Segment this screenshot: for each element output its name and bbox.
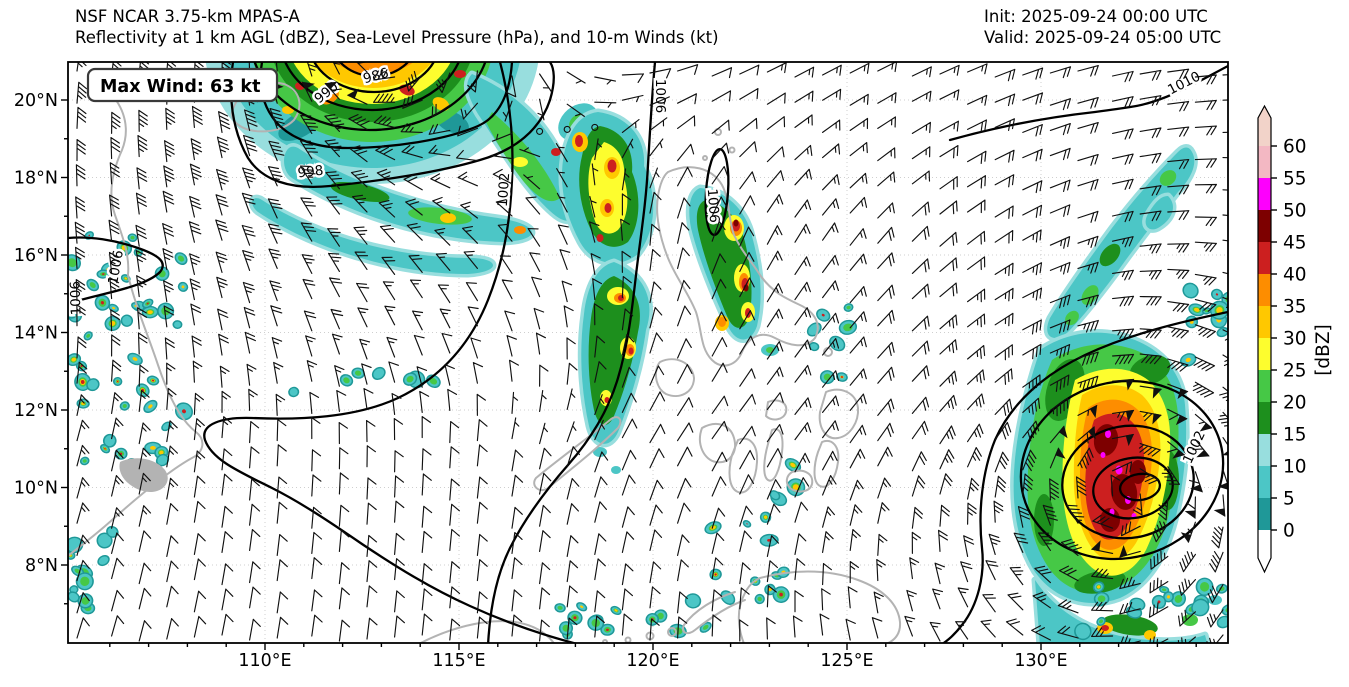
isobar-label: 998: [297, 163, 324, 182]
colorbar-tick-label: 55: [1283, 169, 1307, 190]
colorbar-bin: [1258, 210, 1271, 242]
axis-ticks: [61, 99, 1197, 650]
title-line-fields: Reflectivity at 1 km AGL (dBZ), Sea-Leve…: [75, 28, 719, 47]
colorbar-tick-label: 40: [1283, 265, 1307, 286]
x-tick-label: 115°E: [432, 651, 485, 671]
y-tick-label: 16°N: [14, 246, 58, 266]
slp-contours: [68, 62, 1228, 643]
colorbar-over-arrow: [1258, 106, 1271, 146]
axis-tick-labels: 110°E 115°E 120°E 125°E 130°E 20°N 18°N 16°N 14°…: [14, 91, 1068, 671]
max-wind-label: Max Wind: 63 kt: [100, 77, 260, 97]
y-tick-label: 12°N: [14, 401, 58, 421]
colorbar-tick-label: 10: [1283, 457, 1307, 478]
colorbar-tick-label: 0: [1283, 521, 1295, 542]
x-tick-label: 120°E: [626, 651, 679, 671]
typhoon-east-reflectivity: [1010, 144, 1222, 643]
colorbar-tick-label: 60: [1283, 137, 1307, 158]
isobar-label: 1006: [704, 188, 722, 223]
colorbar-tick-label: 15: [1283, 425, 1307, 446]
colorbar-tick-label: 5: [1283, 489, 1295, 510]
run-times: Init: 2025-09-24 00:00 UTC Valid: 2025-09…: [984, 6, 1221, 48]
colorbar-tick-label: 45: [1283, 233, 1307, 254]
init-time: Init: 2025-09-24 00:00 UTC: [984, 7, 1208, 26]
colorbar-bin: [1258, 306, 1271, 338]
y-tick-label: 14°N: [14, 324, 58, 344]
isobar-label: 1010: [1165, 69, 1203, 99]
colorbar-bin: [1258, 434, 1271, 466]
reflectivity-shading: [68, 62, 1228, 643]
convective-band-west-luzon: [558, 108, 657, 474]
colorbar-bin: [1258, 402, 1271, 434]
colorbar-bin: [1258, 370, 1271, 402]
map-frame: [67, 61, 1229, 644]
y-tick-label: 8°N: [25, 556, 58, 576]
title-line-model: NSF NCAR 3.75-km MPAS-A: [75, 7, 300, 26]
colorbar-units-label: [dBZ]: [1313, 324, 1334, 376]
convective-cells-ne-luzon: [685, 184, 779, 356]
isobar-label: 1002: [495, 172, 513, 207]
colorbar-tick-label: 50: [1283, 201, 1307, 222]
colorbar-bin: [1258, 338, 1271, 370]
colorbar-bin: [1258, 178, 1271, 210]
colorbar-under-arrow: [1258, 530, 1271, 572]
colorbar: 0 5 10 15 20 25 30 35 40 45 50 55 60 [dBZ]: [1257, 104, 1334, 574]
y-tick-label: 10°N: [14, 479, 58, 499]
colorbar-tick-label: 25: [1283, 361, 1307, 382]
max-wind-annotation: Max Wind: 63 kt: [86, 67, 279, 103]
x-tick-label: 125°E: [820, 651, 873, 671]
colorbar-tick-label: 35: [1283, 297, 1307, 318]
colorbar-tick-label: 20: [1283, 393, 1307, 414]
colorbar-bin: [1258, 466, 1271, 498]
y-tick-label: 20°N: [14, 91, 58, 111]
isobar-label: 1006: [652, 79, 668, 113]
x-tick-label: 130°E: [1014, 651, 1067, 671]
typhoon-nw-reflectivity: [205, 62, 598, 278]
coastlines: [68, 81, 902, 643]
x-tick-label: 110°E: [238, 651, 291, 671]
y-tick-label: 18°N: [14, 169, 58, 189]
colorbar-tick-label: 30: [1283, 329, 1307, 350]
colorbar-bin: [1258, 274, 1271, 306]
wind-barbs: [74, 62, 1228, 643]
valid-time: Valid: 2025-09-24 05:00 UTC: [984, 28, 1222, 47]
colorbar-bin: [1258, 498, 1271, 530]
colorbar-bin: [1258, 146, 1271, 178]
colorbar-bin: [1258, 242, 1271, 274]
figure-title: NSF NCAR 3.75-km MPAS-A Reflectivity at 1…: [75, 6, 719, 48]
